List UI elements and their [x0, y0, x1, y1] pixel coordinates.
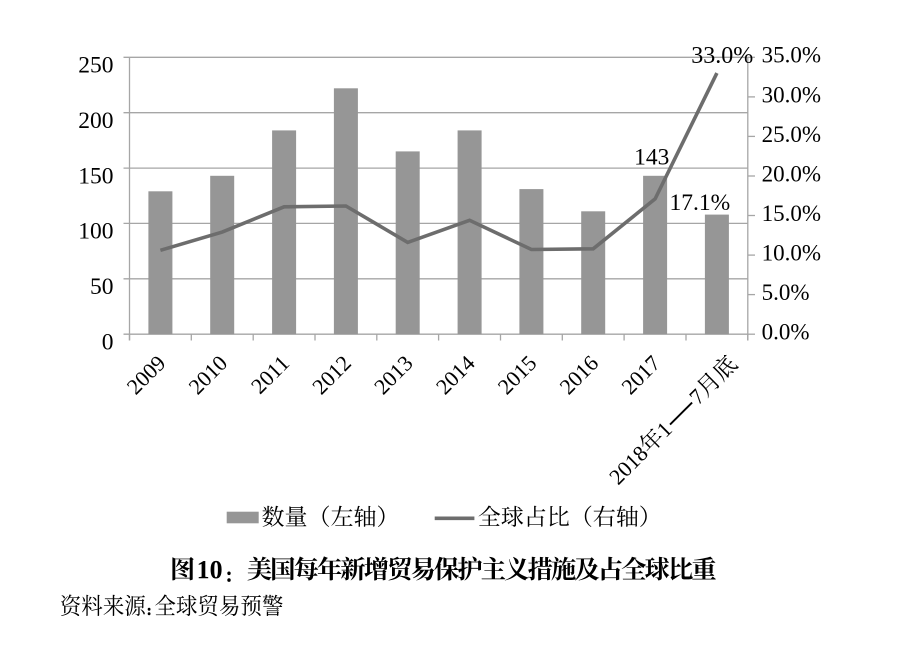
svg-text:20.0%: 20.0%	[762, 161, 821, 186]
svg-text:0: 0	[102, 329, 114, 355]
svg-text:143: 143	[634, 144, 669, 170]
svg-text:250: 250	[78, 53, 113, 79]
svg-text:25.0%: 25.0%	[762, 122, 821, 147]
svg-text:100: 100	[78, 219, 113, 245]
svg-text:0.0%: 0.0%	[762, 320, 810, 345]
svg-text:50: 50	[90, 274, 114, 300]
svg-text:150: 150	[78, 163, 113, 189]
svg-text:15.0%: 15.0%	[762, 201, 821, 226]
svg-text:17.1%: 17.1%	[670, 190, 731, 216]
svg-text:33.0%: 33.0%	[691, 43, 753, 69]
svg-text:35.0%: 35.0%	[762, 43, 821, 68]
svg-text:30.0%: 30.0%	[762, 82, 821, 107]
svg-text:10.0%: 10.0%	[762, 241, 821, 266]
svg-text:200: 200	[78, 108, 113, 134]
svg-text:5.0%: 5.0%	[762, 280, 810, 305]
